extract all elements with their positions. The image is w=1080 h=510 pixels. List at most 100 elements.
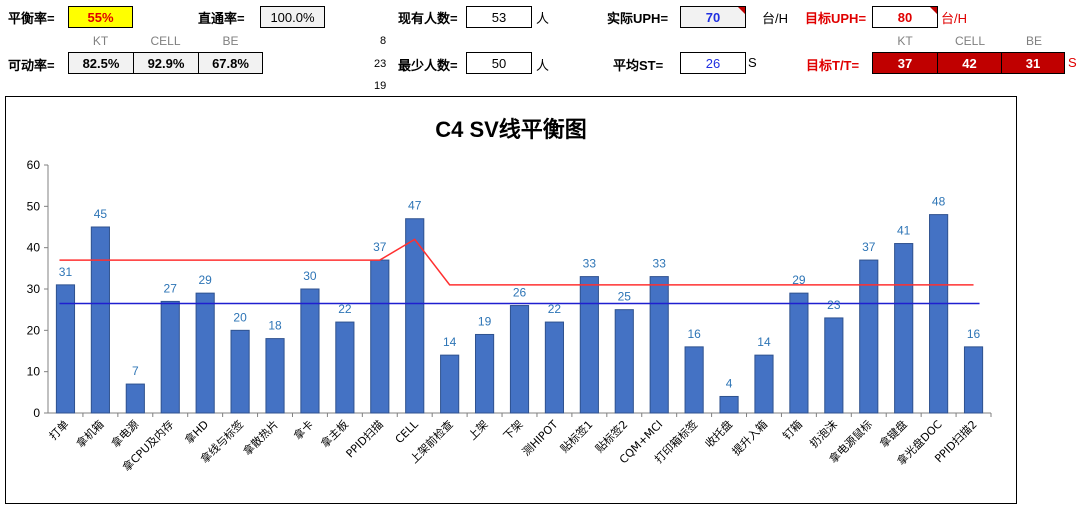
bar (754, 354, 774, 414)
chart-title: C4 SV线平衡图 (435, 117, 587, 142)
bar-value-label: 16 (967, 327, 981, 341)
be-header: BE (222, 34, 239, 48)
bar (544, 321, 565, 414)
bar-value-label: 29 (198, 273, 212, 287)
x-category-label: 拿主板 (318, 417, 351, 450)
cell-header: CELL (150, 34, 181, 48)
target-tt-unit: S (1068, 55, 1077, 70)
target-tt-line (59, 238, 974, 286)
avg-st-label: 平均ST= (613, 58, 664, 73)
y-tick-label: 20 (27, 323, 41, 337)
bar-value-label: 7 (132, 364, 139, 378)
x-category-label: 拿电源 (108, 417, 141, 450)
bar-value-label: 4 (726, 376, 733, 390)
pass-rate-label: 直通率= (198, 11, 245, 26)
bar-value-label: 29 (792, 273, 806, 287)
x-category-label: 扔泡沫 (807, 417, 840, 450)
x-category-label: 收托盘 (702, 417, 735, 450)
x-category-label: 拿散热片 (240, 417, 281, 458)
min-people-unit: 人 (536, 58, 550, 73)
y-tick-label: 30 (27, 282, 41, 296)
actual-uph-label: 实际UPH= (607, 11, 669, 26)
x-category-label: 拿机箱 (73, 417, 106, 450)
bar (684, 346, 704, 414)
x-category-label: 拿HD (182, 417, 212, 447)
target-tt-label: 目标T/T= (806, 58, 860, 73)
x-category-label: 上架 (466, 418, 491, 443)
bar (55, 284, 76, 414)
bar (509, 305, 530, 414)
bar-value-label: 27 (164, 281, 178, 295)
target-uph-label: 目标UPH= (805, 11, 867, 26)
bar-value-label: 19 (478, 314, 492, 328)
tt-be-header: BE (1025, 34, 1042, 48)
actual-uph-value: 70 (680, 6, 746, 28)
actual-uph-unit: 台/H (762, 11, 789, 26)
x-category-label: 下架 (501, 418, 526, 443)
avg-st-unit: S (748, 55, 757, 70)
bar-value-label: 22 (548, 302, 562, 316)
chart-frame: C4 SV线平衡图 0 10 20 30 40 50 60 31 打单 45 拿机箱 7 拿电源 27 拿… (5, 96, 1017, 504)
target-tt-kt: 37 (872, 52, 938, 74)
x-category-label: 打单 (46, 417, 71, 442)
bar (824, 317, 844, 414)
bar (300, 288, 320, 414)
target-uph-value: 80 (872, 6, 938, 28)
bar (440, 354, 460, 414)
availability-be: 67.8% (198, 52, 263, 74)
bar-value-label: 33 (653, 257, 667, 271)
bar (963, 346, 984, 414)
bar-value-label: 30 (303, 269, 317, 283)
current-people-unit: 人 (536, 11, 550, 26)
bar-value-label: 41 (897, 224, 911, 238)
bar-value-label: 14 (443, 335, 457, 349)
x-category-label: 提升入箱 (729, 417, 770, 458)
y-tick-label: 10 (27, 365, 41, 379)
avg-st-value: 26 (680, 52, 746, 74)
bar (789, 292, 809, 414)
y-tick-label: 50 (27, 199, 41, 213)
y-tick-label: 40 (27, 241, 41, 255)
bar (579, 276, 599, 414)
bar (195, 292, 215, 414)
bar (265, 338, 285, 414)
x-category-label: 拿键盘 (877, 417, 910, 450)
availability-kt: 82.5% (68, 52, 134, 74)
bar-value-label: 31 (59, 265, 73, 279)
target-tt-be: 31 (1001, 52, 1065, 74)
bar (474, 333, 495, 414)
bar (649, 276, 669, 414)
bar-value-label: 37 (373, 240, 387, 254)
bar-value-label: 18 (268, 319, 282, 333)
side-number-1: 8 (380, 35, 387, 47)
bar-value-label: 25 (618, 290, 632, 304)
side-number-3: 19 (374, 80, 387, 92)
y-tick-label: 0 (33, 406, 40, 420)
availability-label: 可动率= (8, 58, 55, 73)
tt-kt-header: KT (897, 34, 913, 48)
bar (160, 300, 180, 414)
balance-rate-label: 平衡率= (8, 11, 55, 26)
bar (614, 309, 634, 414)
x-category-label: 钉箱 (780, 417, 805, 442)
side-number-2: 23 (374, 58, 387, 70)
availability-cell: 92.9% (133, 52, 199, 74)
bar (335, 321, 355, 414)
bar (90, 226, 110, 414)
bar-value-label: 45 (94, 207, 108, 221)
min-people-label: 最少人数= (398, 58, 458, 73)
x-category-label: PPID扫描 (343, 417, 386, 460)
x-category-label: 拿卡 (291, 417, 316, 442)
bar-value-label: 33 (583, 257, 597, 271)
line-balance-chart: C4 SV线平衡图 0 10 20 30 40 50 60 31 打单 45 拿机箱 7 拿电源 27 拿… (27, 117, 992, 474)
current-people-value: 53 (466, 6, 532, 28)
bar (230, 329, 250, 414)
bar-value-label: 16 (687, 327, 701, 341)
bar (125, 383, 145, 414)
target-uph-unit: 台/H (941, 11, 968, 26)
target-tt-cell: 42 (937, 52, 1002, 74)
bar-value-label: 26 (513, 286, 527, 300)
kt-header: KT (92, 34, 109, 48)
bar-value-label: 14 (757, 335, 771, 349)
bar-value-label: 47 (408, 199, 422, 213)
